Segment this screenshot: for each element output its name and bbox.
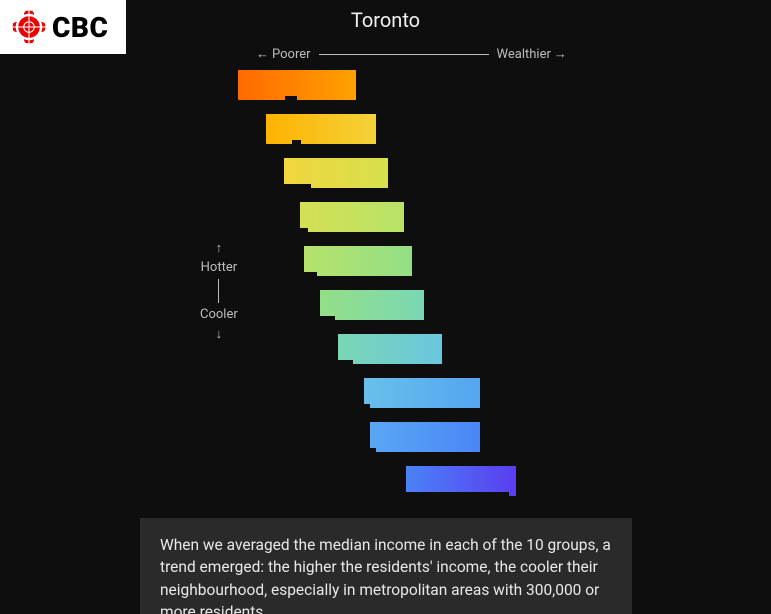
bar-notch: [285, 96, 297, 100]
chart-bar: [300, 202, 404, 232]
chart-bar: [304, 246, 412, 276]
x-axis-right-label: Wealthier: [497, 46, 567, 62]
bar-notch: [406, 492, 509, 496]
y-axis-down-arrow: [216, 326, 223, 342]
x-axis-labels: Poorer Wealthier: [256, 46, 567, 62]
caption-text: When we averaged the median income in ea…: [160, 536, 611, 614]
chart-bar: [284, 158, 388, 188]
cbc-logo-text: CBC: [52, 11, 108, 44]
y-axis-labels: Hotter Cooler: [200, 240, 238, 342]
bar-notch: [370, 448, 376, 452]
caption-box: When we averaged the median income in ea…: [140, 518, 632, 614]
y-axis-line: [218, 279, 219, 303]
bar-notch: [300, 228, 308, 232]
x-axis-left-label: Poorer: [256, 46, 311, 62]
chart-bar: [364, 378, 480, 408]
bar-notch: [284, 184, 311, 188]
y-axis-up-arrow: [216, 240, 223, 256]
bar-notch: [292, 140, 301, 144]
chart-bar: [266, 114, 376, 144]
y-axis-top-label: Hotter: [201, 260, 238, 275]
stage: CBC Toronto Poorer Wealthier Hotter Cool…: [0, 0, 771, 614]
chart-bar: [320, 290, 424, 320]
chart-bar: [238, 70, 356, 100]
bar-notch: [338, 360, 353, 364]
bar-notch: [364, 404, 370, 408]
chart-bar: [406, 466, 516, 496]
bar-notch: [304, 272, 317, 276]
chart-bar: [370, 422, 480, 452]
chart-bar: [338, 334, 442, 364]
bar-notch: [320, 316, 335, 320]
x-axis-line: [319, 54, 489, 55]
cbc-logo: CBC: [0, 0, 126, 54]
cbc-gem-icon: [12, 10, 46, 44]
y-axis-bottom-label: Cooler: [200, 307, 238, 322]
